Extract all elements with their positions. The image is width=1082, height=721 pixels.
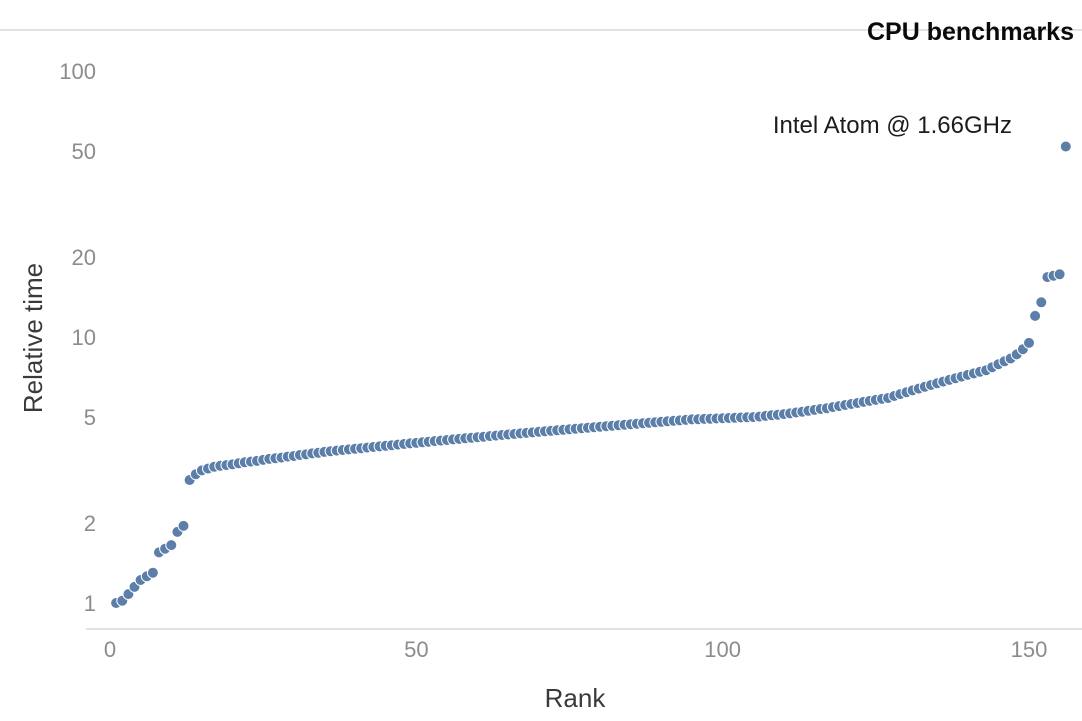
y-tick-label: 10 <box>72 325 96 350</box>
y-tick-label: 100 <box>59 59 96 84</box>
y-axis-label: Relative time <box>18 262 48 414</box>
data-point <box>177 519 190 532</box>
data-point <box>1023 336 1035 349</box>
data-point <box>1053 268 1066 281</box>
y-tick-label: 2 <box>84 511 96 536</box>
point-annotation-intel-atom: Intel Atom @ 1.66GHz <box>772 112 1012 139</box>
x-axis-label: Rank <box>544 683 606 713</box>
chart-title: CPU benchmarks <box>866 18 1074 46</box>
data-point <box>146 566 159 579</box>
data-point <box>1035 296 1048 309</box>
data-point <box>1029 309 1042 322</box>
x-tick-label: 100 <box>704 637 741 662</box>
x-tick-label: 150 <box>1011 637 1048 662</box>
y-tick-label: 5 <box>84 405 96 430</box>
x-tick-label: 50 <box>404 637 428 662</box>
data-point <box>1059 140 1072 153</box>
y-tick-label: 1 <box>84 591 96 616</box>
y-tick-label: 50 <box>72 139 96 164</box>
y-tick-label: 20 <box>72 245 96 270</box>
x-tick-label: 0 <box>104 637 116 662</box>
data-point <box>165 539 178 552</box>
